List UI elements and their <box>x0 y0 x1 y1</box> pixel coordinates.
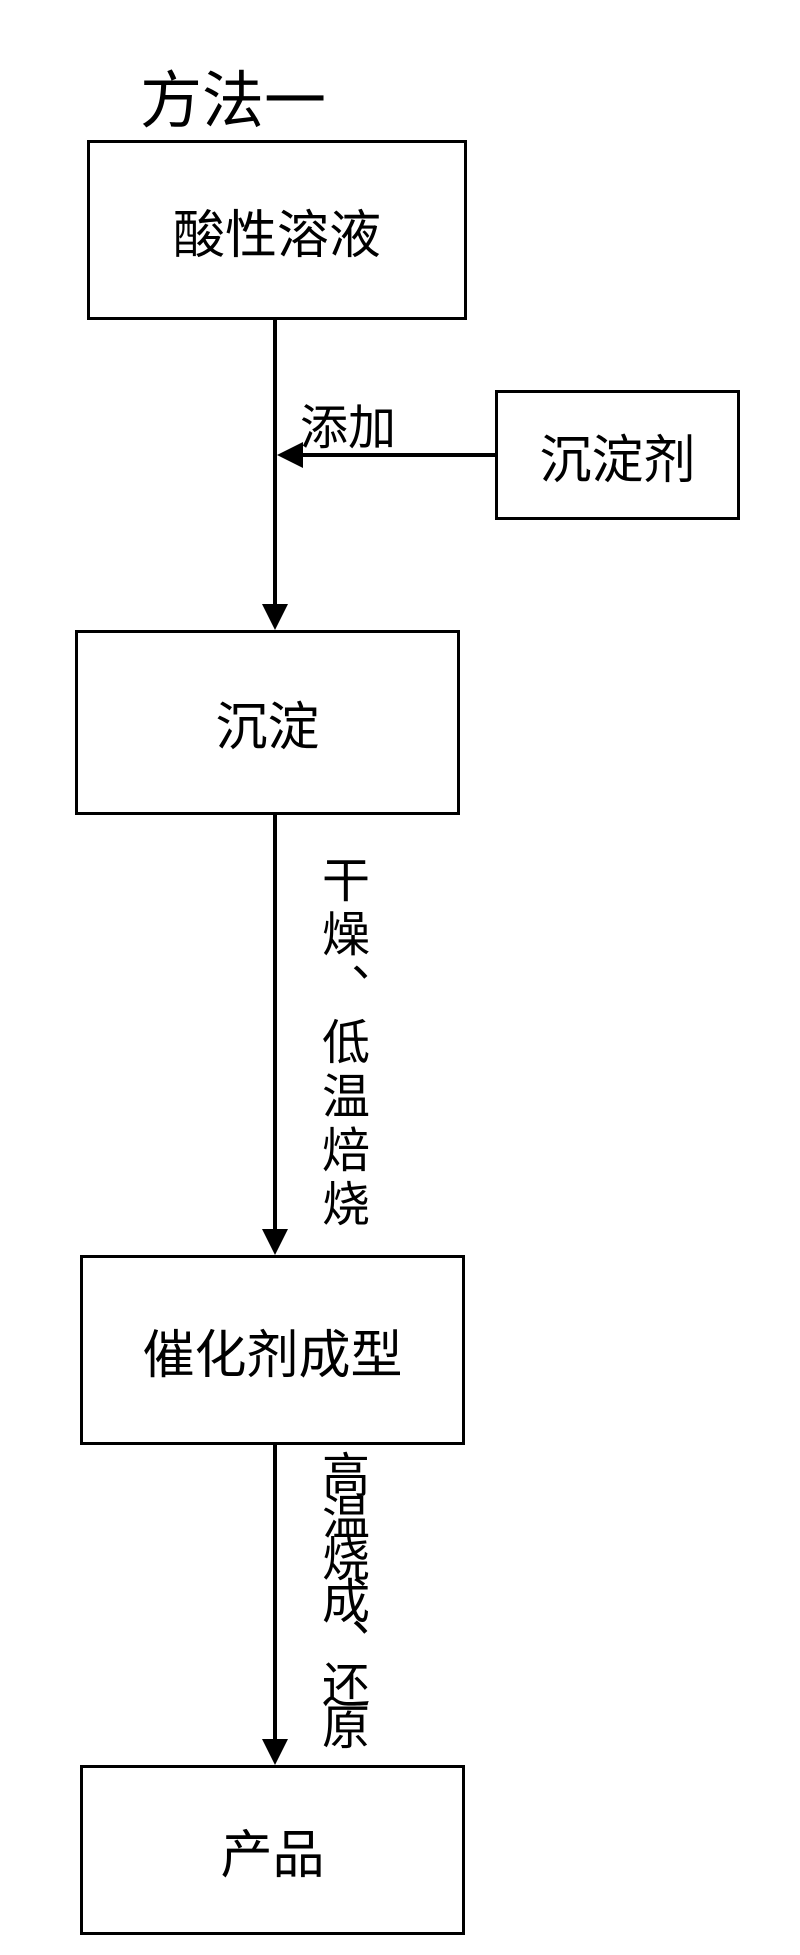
node-catalyst-forming: 催化剂成型 <box>80 1255 465 1445</box>
node-precipitant: 沉淀剂 <box>495 390 740 520</box>
node-label: 催化剂成型 <box>142 1313 402 1388</box>
arrowhead-down-icon <box>262 604 288 630</box>
node-acidic-solution: 酸性溶液 <box>87 140 467 320</box>
node-label: 沉淀 <box>215 685 319 760</box>
arrowhead-down-icon <box>262 1229 288 1255</box>
node-precipitation: 沉淀 <box>75 630 460 815</box>
node-label: 沉淀剂 <box>539 418 695 493</box>
edge-n3-n4 <box>273 815 277 1235</box>
arrowhead-down-icon <box>262 1739 288 1765</box>
node-product: 产品 <box>80 1765 465 1935</box>
edge-label-add: 添加 <box>300 388 396 458</box>
edge-label-dry-calcine: 干燥、低温焙烧 <box>305 855 375 1233</box>
edge-label-fire-reduce: 高温烧成、还原 <box>305 1450 375 1744</box>
node-label: 酸性溶液 <box>173 193 381 268</box>
edge-n4-n5 <box>273 1445 277 1745</box>
node-label: 产品 <box>220 1813 324 1888</box>
diagram-title: 方法一 <box>140 50 326 140</box>
